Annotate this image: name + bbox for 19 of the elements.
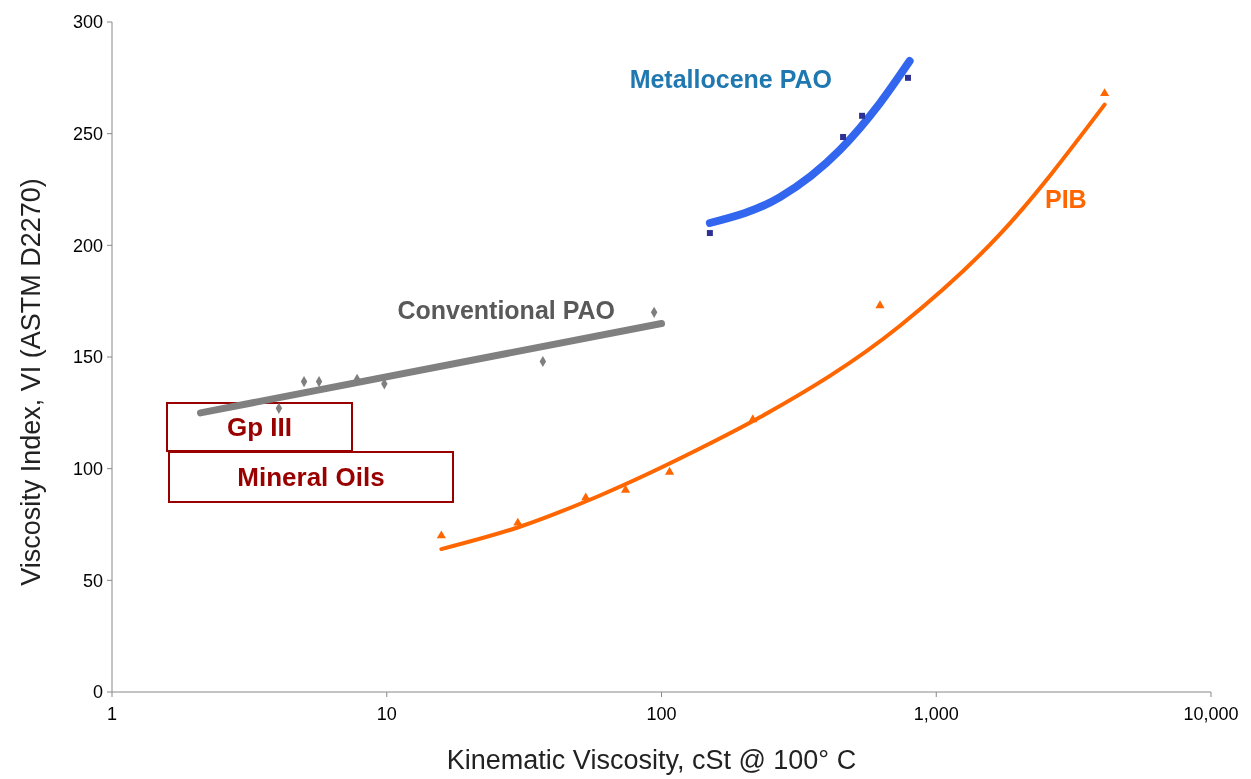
series-label: Metallocene PAO (629, 65, 832, 93)
y-tick-label: 100 (72, 458, 103, 479)
text: PIB (1045, 185, 1087, 213)
annotation: Mineral Oils (237, 462, 385, 493)
y-tick-label: 300 (72, 12, 103, 33)
y-tick-label: 250 (72, 123, 103, 144)
y-tick-label: 150 (72, 347, 103, 368)
x-tick-label: 1 (106, 704, 118, 724)
y-tick-label: 200 (72, 235, 103, 256)
series-label: Conventional PAO (397, 296, 615, 324)
annotation: Gp III (227, 412, 292, 443)
y-tick-label: 0 (92, 682, 103, 703)
x-axis-title: Kinematic Viscosity, cSt @ 100° C (446, 745, 857, 775)
x-tick-label: 100 (646, 704, 677, 724)
x-tick-label: 10 (376, 704, 397, 724)
y-tick-label: 50 (82, 570, 103, 591)
x-tick-label: 1,000 (913, 704, 959, 724)
x-tick-label: 10,000 (1183, 704, 1239, 724)
y-axis-title: Viscosity Index, VI (ASTM D2270) (16, 178, 46, 586)
